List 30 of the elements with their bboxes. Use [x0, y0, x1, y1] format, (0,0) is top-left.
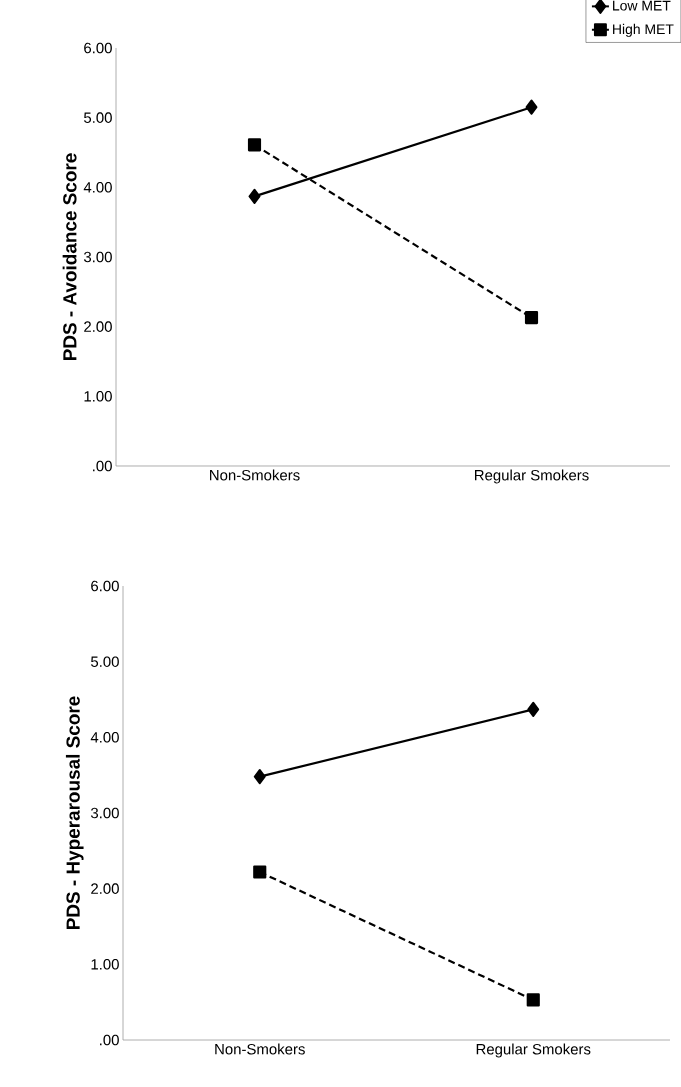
point [253, 769, 266, 785]
x-tick-label: Non-Smokers [215, 1043, 305, 1055]
y-tick-label: 6.00 [91, 580, 119, 592]
x-tick-label: Regular Smokers [476, 1043, 591, 1058]
y-tick-label: 4.00 [83, 182, 112, 193]
point [526, 993, 540, 1007]
y-tick-label: 2.00 [84, 321, 112, 332]
y-tick-label: 5.00 [90, 656, 119, 667]
point [525, 99, 538, 115]
x-tick-label: Non-Smokers [210, 469, 300, 481]
point [248, 188, 261, 204]
y-axis-title: PDS - Hyperarousal Score [65, 696, 84, 930]
x-tick-label: Regular Smokers [475, 469, 589, 484]
y-axis-title: PDS - Avoidance Score [62, 153, 77, 361]
y-tick-label: 1.00 [91, 959, 119, 970]
point [247, 138, 262, 152]
y-tick-label: 2.00 [91, 883, 119, 894]
y-tick-label: 6.00 [84, 42, 112, 54]
point [253, 865, 267, 879]
y-tick-label: 4.00 [90, 732, 119, 743]
y-tick-label: 1.00 [84, 391, 112, 402]
y-tick-label: 5.00 [83, 112, 112, 123]
legend-label: High MET [613, 23, 674, 37]
y-tick-label: 3.00 [83, 251, 112, 263]
y-tick-label: .00 [100, 1034, 119, 1046]
point [527, 701, 540, 717]
point [524, 311, 539, 325]
y-tick-label: 3.00 [90, 807, 119, 819]
legend-label: Low MET [613, 0, 671, 11]
y-tick-label: .00 [93, 460, 112, 472]
